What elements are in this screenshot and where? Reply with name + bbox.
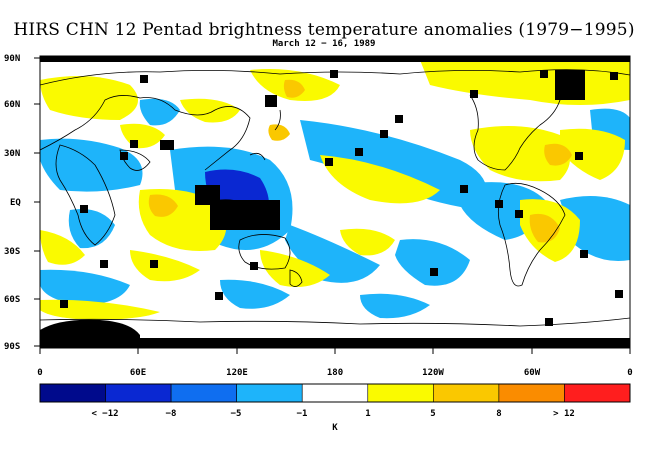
colorbar-label-3: −5 (231, 409, 242, 419)
lat-label-90n: 90N (4, 54, 20, 64)
colorbar-frame (39, 383, 631, 403)
colorbar-label-6: 5 (430, 409, 435, 419)
colorbar-label-4: −1 (297, 409, 308, 419)
longitude-axis: 0 60E 120E 180 120W 60W 0 (37, 348, 633, 378)
lon-label-0-end: 0 (627, 368, 632, 378)
colorbar-box (564, 383, 631, 403)
lat-label-30n: 30N (4, 149, 20, 159)
lon-label-120w: 120W (422, 368, 444, 378)
lat-label-60n: 60N (4, 100, 20, 110)
lon-label-0: 0 (37, 368, 42, 378)
colorbar-box (301, 383, 369, 403)
colorbar-label-5: 1 (365, 409, 370, 419)
colorbar-box (39, 383, 106, 403)
lat-label-60s: 60S (4, 295, 20, 305)
lat-label-90s: 90S (4, 342, 20, 352)
lat-label-30s: 30S (4, 247, 20, 257)
colorbar-label-7: 8 (496, 409, 501, 419)
map-subtitle: March 12 − 16, 1989 (272, 39, 376, 49)
colorbar-box (170, 383, 237, 403)
colorbar-label-8: > 12 (553, 409, 575, 419)
strong-warm-anomaly (148, 79, 572, 243)
colorbar-label-2: −8 (166, 409, 177, 419)
lon-label-180: 180 (327, 368, 343, 378)
coastlines (40, 69, 630, 327)
latitude-axis: 90N 60N 30N EQ 30S 60S 90S (4, 54, 40, 352)
lon-label-60e: 60E (130, 368, 146, 378)
lon-label-60w: 60W (524, 368, 541, 378)
colorbar: < −12 −8 −5 −1 1 5 8 > 12 K (39, 383, 631, 433)
cold-anomaly-regions (40, 59, 630, 319)
colorbar-box (105, 383, 172, 403)
map-title: HIRS CHN 12 Pentad brightness temperatur… (13, 20, 635, 40)
colorbar-box (433, 383, 500, 403)
colorbar-box (236, 383, 303, 403)
colorbar-label-1: < −12 (91, 409, 118, 419)
colorbar-box (498, 383, 565, 403)
lat-label-eq: EQ (10, 198, 21, 208)
colorbar-unit: K (332, 423, 338, 433)
colorbar-box (367, 383, 434, 403)
lon-label-120e: 120E (226, 368, 248, 378)
anomaly-field (40, 56, 630, 348)
